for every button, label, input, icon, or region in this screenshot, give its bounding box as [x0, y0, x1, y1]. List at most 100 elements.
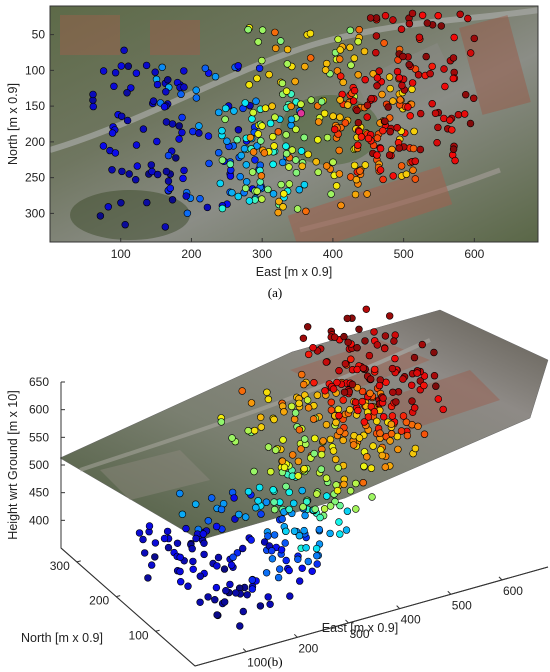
data-point	[302, 207, 310, 216]
data-point-3d	[264, 532, 272, 540]
z-axis-label-b: Height wrt Ground [m x 10]	[6, 390, 20, 539]
data-point-3d	[346, 487, 355, 495]
data-point-3d	[184, 582, 192, 590]
data-point	[196, 195, 204, 203]
data-point-3d	[336, 501, 344, 510]
data-point-3d	[176, 553, 184, 561]
data-point-3d	[341, 360, 350, 368]
data-point	[331, 125, 339, 134]
data-point-3d	[340, 480, 348, 489]
data-point	[384, 103, 392, 111]
data-point	[327, 190, 335, 198]
data-point-3d	[329, 447, 338, 455]
data-point-3d	[375, 381, 384, 390]
data-point-3d	[313, 560, 321, 568]
data-point-3d	[270, 531, 279, 539]
data-point	[270, 142, 278, 150]
data-point-3d	[176, 567, 184, 576]
data-point-3d	[269, 486, 277, 494]
data-point	[451, 156, 459, 165]
data-point-3d	[358, 397, 366, 406]
data-point-3d	[182, 524, 190, 533]
data-point	[398, 81, 406, 90]
data-point	[454, 110, 463, 119]
data-point	[234, 192, 243, 201]
data-point	[306, 29, 315, 38]
data-point	[367, 94, 375, 103]
data-point	[123, 89, 131, 97]
data-point-3d	[369, 442, 377, 450]
data-point-3d	[413, 369, 421, 377]
data-point-3d	[189, 557, 197, 566]
data-point-3d	[254, 497, 262, 505]
data-point	[464, 14, 472, 23]
data-point	[314, 168, 322, 176]
east-axis-line	[194, 566, 549, 667]
x-tick-label: 200	[181, 247, 201, 261]
data-point-3d	[141, 549, 149, 557]
data-point-3d	[414, 422, 422, 430]
data-point-3d	[346, 406, 354, 414]
data-point	[372, 48, 380, 57]
data-point	[334, 35, 342, 43]
y-tick-label: 200	[25, 135, 45, 149]
data-point-3d	[208, 494, 216, 502]
data-point	[379, 175, 387, 184]
data-point-3d	[326, 529, 334, 538]
data-point	[373, 151, 381, 159]
data-point	[180, 67, 188, 75]
data-point	[180, 83, 188, 91]
data-point	[353, 106, 361, 115]
panel-b: 400 450 500 550 600 650 100 200 300 400 500 600 10…	[6, 305, 549, 670]
data-point	[241, 99, 249, 107]
data-point-3d	[262, 569, 271, 577]
data-point	[405, 60, 413, 69]
data-point-3d	[297, 445, 305, 453]
x-tick-label: 400	[323, 247, 343, 261]
data-point-3d	[236, 622, 244, 630]
x-tick-label: 100	[247, 656, 267, 670]
data-point	[351, 190, 360, 199]
data-point	[363, 101, 372, 110]
caption-b: (b)	[267, 654, 282, 669]
data-point-3d	[217, 505, 226, 514]
data-point	[282, 131, 290, 139]
data-point	[437, 22, 445, 30]
data-point	[249, 148, 258, 156]
data-point	[271, 28, 279, 37]
data-point-3d	[270, 415, 278, 424]
data-point-3d	[359, 364, 367, 372]
data-point-3d	[304, 557, 312, 566]
data-point	[417, 109, 425, 118]
data-point	[162, 167, 171, 176]
x-tick-label: 100	[111, 247, 131, 261]
x-tick-label: 500	[394, 247, 414, 261]
data-point-3d	[276, 565, 284, 573]
data-point-3d	[213, 611, 221, 619]
data-point-3d	[294, 472, 302, 480]
data-point	[415, 33, 424, 41]
data-point	[151, 68, 159, 76]
data-point	[448, 126, 456, 134]
data-point-3d	[176, 489, 184, 498]
data-point	[396, 96, 404, 104]
data-point	[89, 90, 97, 99]
data-point-3d	[257, 423, 265, 431]
data-point	[307, 96, 315, 104]
data-point	[332, 182, 341, 190]
data-point	[318, 97, 326, 106]
data-point-3d	[204, 593, 212, 601]
data-point-3d	[145, 522, 154, 530]
data-point	[355, 26, 363, 34]
data-point-3d	[381, 463, 389, 471]
data-point-3d	[389, 388, 397, 396]
data-point	[357, 133, 366, 141]
data-point	[108, 166, 116, 174]
data-point-3d	[178, 510, 187, 518]
data-point-3d	[285, 505, 293, 514]
data-point-3d	[320, 505, 329, 513]
data-point	[221, 115, 229, 124]
data-point-3d	[380, 413, 388, 421]
data-point	[264, 185, 272, 194]
data-point	[195, 129, 203, 137]
